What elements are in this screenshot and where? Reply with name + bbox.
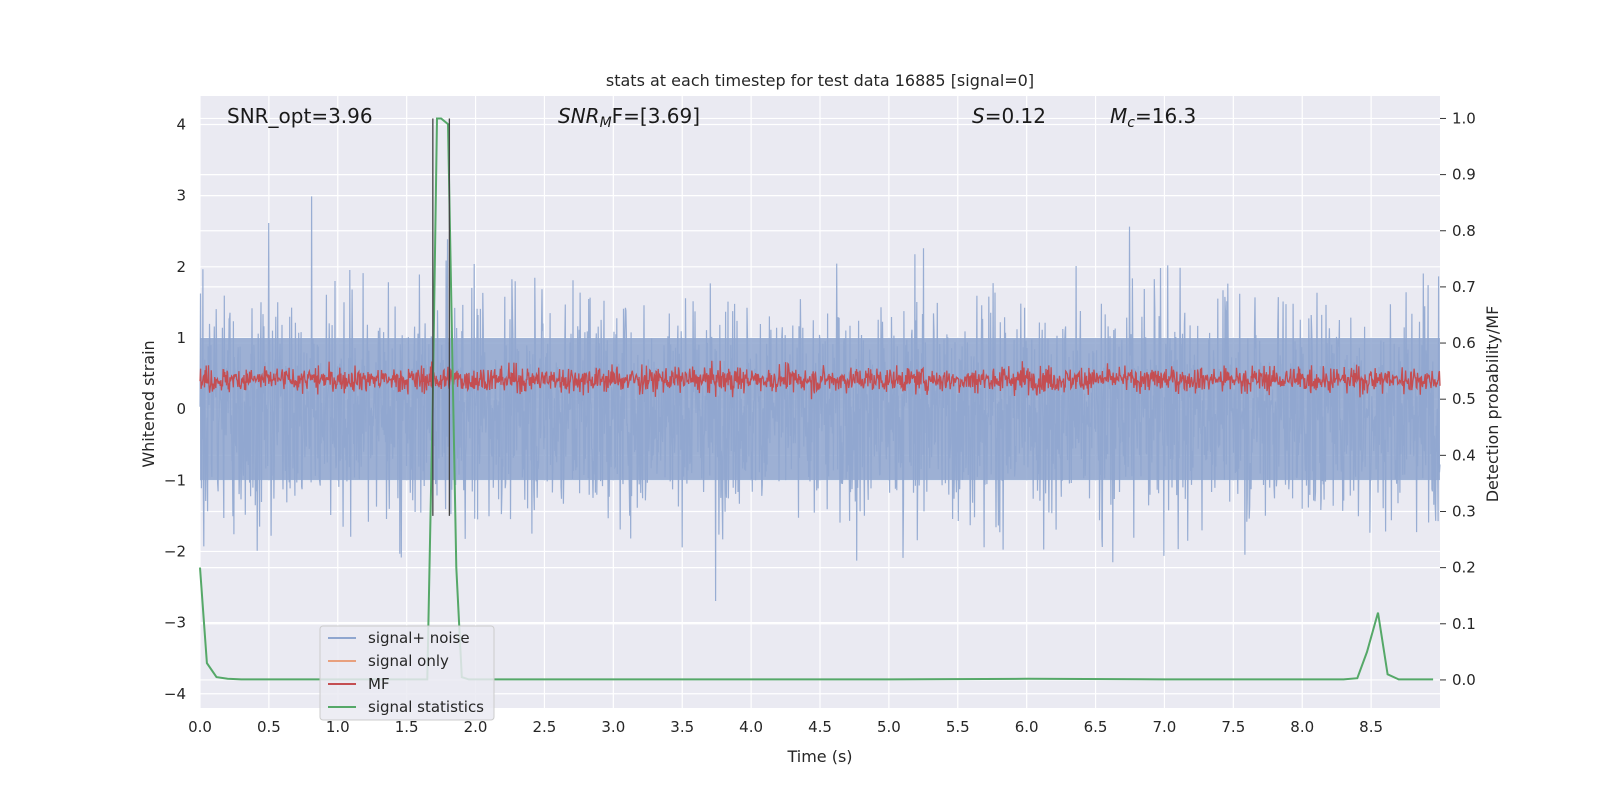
x-tick-label: 4.0 <box>739 718 763 736</box>
y-right-tick-label: 0.7 <box>1452 278 1476 296</box>
x-tick-label: 6.5 <box>1084 718 1108 736</box>
annotation-mc-rest: =16.3 <box>1135 104 1196 128</box>
annotation-snr-mf-main: SNR <box>558 104 600 128</box>
y-right-tick-label: 0.3 <box>1452 502 1476 520</box>
annotation-snr-mf-rest: F=[3.69] <box>612 104 700 128</box>
noise-core-band <box>200 337 1440 481</box>
x-tick-label: 2.0 <box>464 718 488 736</box>
y-tick-label: 1 <box>176 329 186 347</box>
annotation-s-main: S <box>972 104 985 128</box>
x-tick-label: 7.5 <box>1221 718 1245 736</box>
annotation-mc: Mc=16.3 <box>1110 104 1196 131</box>
x-tick-label: 3.5 <box>670 718 694 736</box>
y-right-tick-label: 0.1 <box>1452 615 1476 633</box>
x-tick-label: 8.0 <box>1290 718 1314 736</box>
y-axis-right-ticks: 1.0 0.9 0.8 0.7 0.6 0.5 0.4 0.3 0.2 0.1 0.0 <box>1440 109 1476 689</box>
y-right-tick-label: 0.4 <box>1452 446 1476 464</box>
annotation-s-rest: =0.12 <box>985 104 1046 128</box>
y-tick-label: 4 <box>176 115 186 133</box>
y-right-tick-label: 0.6 <box>1452 334 1476 352</box>
x-tick-label: 0.0 <box>188 718 212 736</box>
legend-label-mf: MF <box>368 675 390 693</box>
x-tick-label: 8.5 <box>1359 718 1383 736</box>
x-tick-label: 1.0 <box>326 718 350 736</box>
x-tick-label: 7.0 <box>1153 718 1177 736</box>
y-axis-right-label: Detection probability/MF <box>1483 306 1502 503</box>
y-axis-label: Whitened strain <box>139 340 158 467</box>
y-tick-label: 3 <box>176 187 186 205</box>
y-tick-label: −1 <box>164 471 186 489</box>
y-tick-label: −2 <box>164 542 186 560</box>
y-tick-label: 2 <box>176 258 186 276</box>
x-tick-label: 6.0 <box>1015 718 1039 736</box>
y-right-tick-label: 0.5 <box>1452 390 1476 408</box>
x-tick-label: 0.5 <box>257 718 281 736</box>
y-right-tick-label: 0.0 <box>1452 671 1476 689</box>
x-tick-label: 5.0 <box>877 718 901 736</box>
legend-label-signal-statistics: signal statistics <box>368 698 484 716</box>
y-right-tick-label: 0.9 <box>1452 166 1476 184</box>
annotations: SNR_opt=3.96 SNRMF=[3.69] S=0.12 Mc=16.3 <box>227 104 1196 131</box>
series-signal-noise <box>199 196 1441 602</box>
y-tick-label: −4 <box>164 685 186 703</box>
y-right-tick-label: 0.8 <box>1452 222 1476 240</box>
annotation-s: S=0.12 <box>972 104 1046 128</box>
series-mf <box>199 360 1441 400</box>
legend: signal+ noise signal only MF signal stat… <box>319 625 495 721</box>
x-axis-label: Time (s) <box>786 747 852 766</box>
annotation-mc-sub: c <box>1127 115 1135 131</box>
legend-label-signal-only: signal only <box>368 652 449 670</box>
annotation-snr-mf: SNRMF=[3.69] <box>558 104 700 131</box>
x-tick-label: 5.5 <box>946 718 970 736</box>
mf-line <box>199 360 1441 400</box>
annotation-snr-mf-sub: M <box>600 115 612 131</box>
y-axis-ticks: 4 3 2 1 0 −1 −2 −3 −4 <box>164 115 186 702</box>
y-tick-label: −3 <box>164 614 186 632</box>
y-right-tick-label: 0.2 <box>1452 559 1476 577</box>
annotation-mc-main: M <box>1110 104 1127 128</box>
chart-title: stats at each timestep for test data 168… <box>606 71 1034 90</box>
y-tick-label: 0 <box>176 400 186 418</box>
x-tick-label: 1.5 <box>395 718 419 736</box>
x-tick-label: 4.5 <box>808 718 832 736</box>
legend-label-signal-noise: signal+ noise <box>368 629 470 647</box>
detection-markers <box>432 118 451 516</box>
x-tick-label: 2.5 <box>533 718 557 736</box>
legend-box <box>319 625 495 721</box>
y-right-tick-label: 1.0 <box>1452 109 1476 127</box>
x-axis-ticks: 0.0 0.5 1.0 1.5 2.0 2.5 3.0 3.5 4.0 4.5 5.0 5.5 6.0 6… <box>188 718 1383 736</box>
x-tick-label: 3.0 <box>601 718 625 736</box>
annotation-snr-opt: SNR_opt=3.96 <box>227 104 373 128</box>
